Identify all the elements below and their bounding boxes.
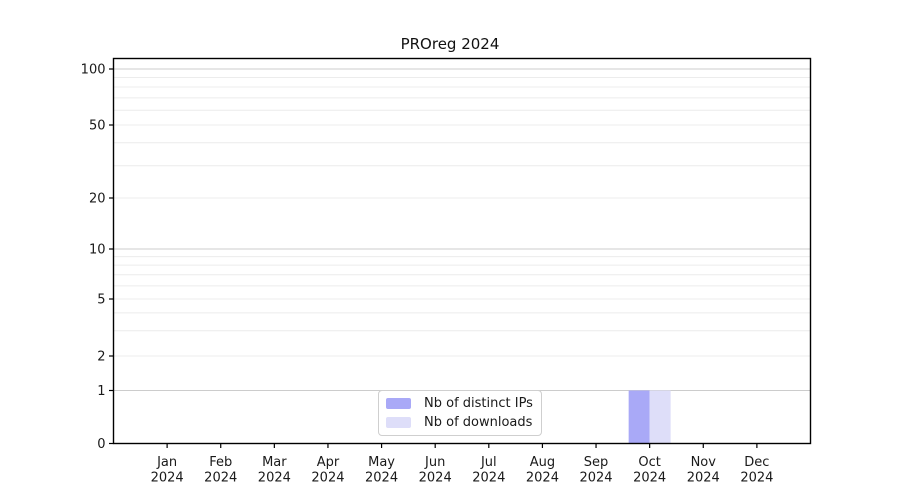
x-tick-label-month: Sep — [584, 455, 609, 470]
y-tick-label: 5 — [97, 293, 105, 308]
y-tick-label: 10 — [89, 243, 106, 258]
legend-swatch-downloads — [386, 417, 411, 429]
bar-distinct-ips — [628, 390, 650, 444]
y-tick-label: 1 — [97, 384, 105, 399]
x-tick-label-year: 2024 — [151, 471, 184, 486]
x-tick-label-year: 2024 — [633, 471, 666, 486]
x-tick-label-month: Mar — [262, 455, 287, 470]
x-tick-label-month: Oct — [638, 455, 660, 470]
x-tick-label-month: Jul — [480, 455, 497, 470]
x-tick-label-year: 2024 — [419, 471, 452, 486]
x-tick-label-month: May — [368, 455, 395, 470]
legend-item-distinct-ips: Nb of distinct IPs — [386, 396, 541, 411]
x-tick-label-month: Aug — [530, 455, 555, 470]
y-tick-label: 50 — [89, 119, 106, 134]
y-tick-label: 2 — [97, 350, 105, 365]
x-tick-label-year: 2024 — [204, 471, 237, 486]
y-tick-label: 20 — [89, 192, 106, 207]
legend-label-distinct-ips: Nb of distinct IPs — [424, 395, 533, 411]
x-tick-label-year: 2024 — [526, 471, 559, 486]
x-tick-label-month: Feb — [209, 455, 232, 470]
y-tick-label: 0 — [97, 437, 105, 452]
legend-swatch-distinct-ips — [386, 397, 411, 409]
legend: Nb of distinct IPs Nb of downloads — [378, 390, 542, 436]
x-tick-label-year: 2024 — [311, 471, 344, 486]
x-tick-label-year: 2024 — [687, 471, 720, 486]
x-tick-label-month: Jan — [156, 455, 177, 470]
legend-label-downloads: Nb of downloads — [424, 415, 533, 431]
bar-downloads — [649, 390, 671, 444]
y-tick-label: 100 — [81, 63, 106, 78]
x-tick-label-year: 2024 — [258, 471, 291, 486]
x-tick-label-year: 2024 — [740, 471, 773, 486]
x-tick-label-year: 2024 — [365, 471, 398, 486]
x-tick-label-year: 2024 — [472, 471, 505, 486]
legend-item-downloads: Nb of downloads — [386, 415, 541, 430]
axes-spines — [112, 57, 812, 445]
x-tick-label-month: Jun — [424, 455, 445, 470]
x-tick-label-month: Nov — [691, 455, 717, 470]
x-tick-label-month: Apr — [317, 455, 340, 470]
x-tick-label-month: Dec — [744, 455, 769, 470]
chart-title: PROreg 2024 — [400, 35, 500, 53]
x-tick-label-year: 2024 — [579, 471, 612, 486]
